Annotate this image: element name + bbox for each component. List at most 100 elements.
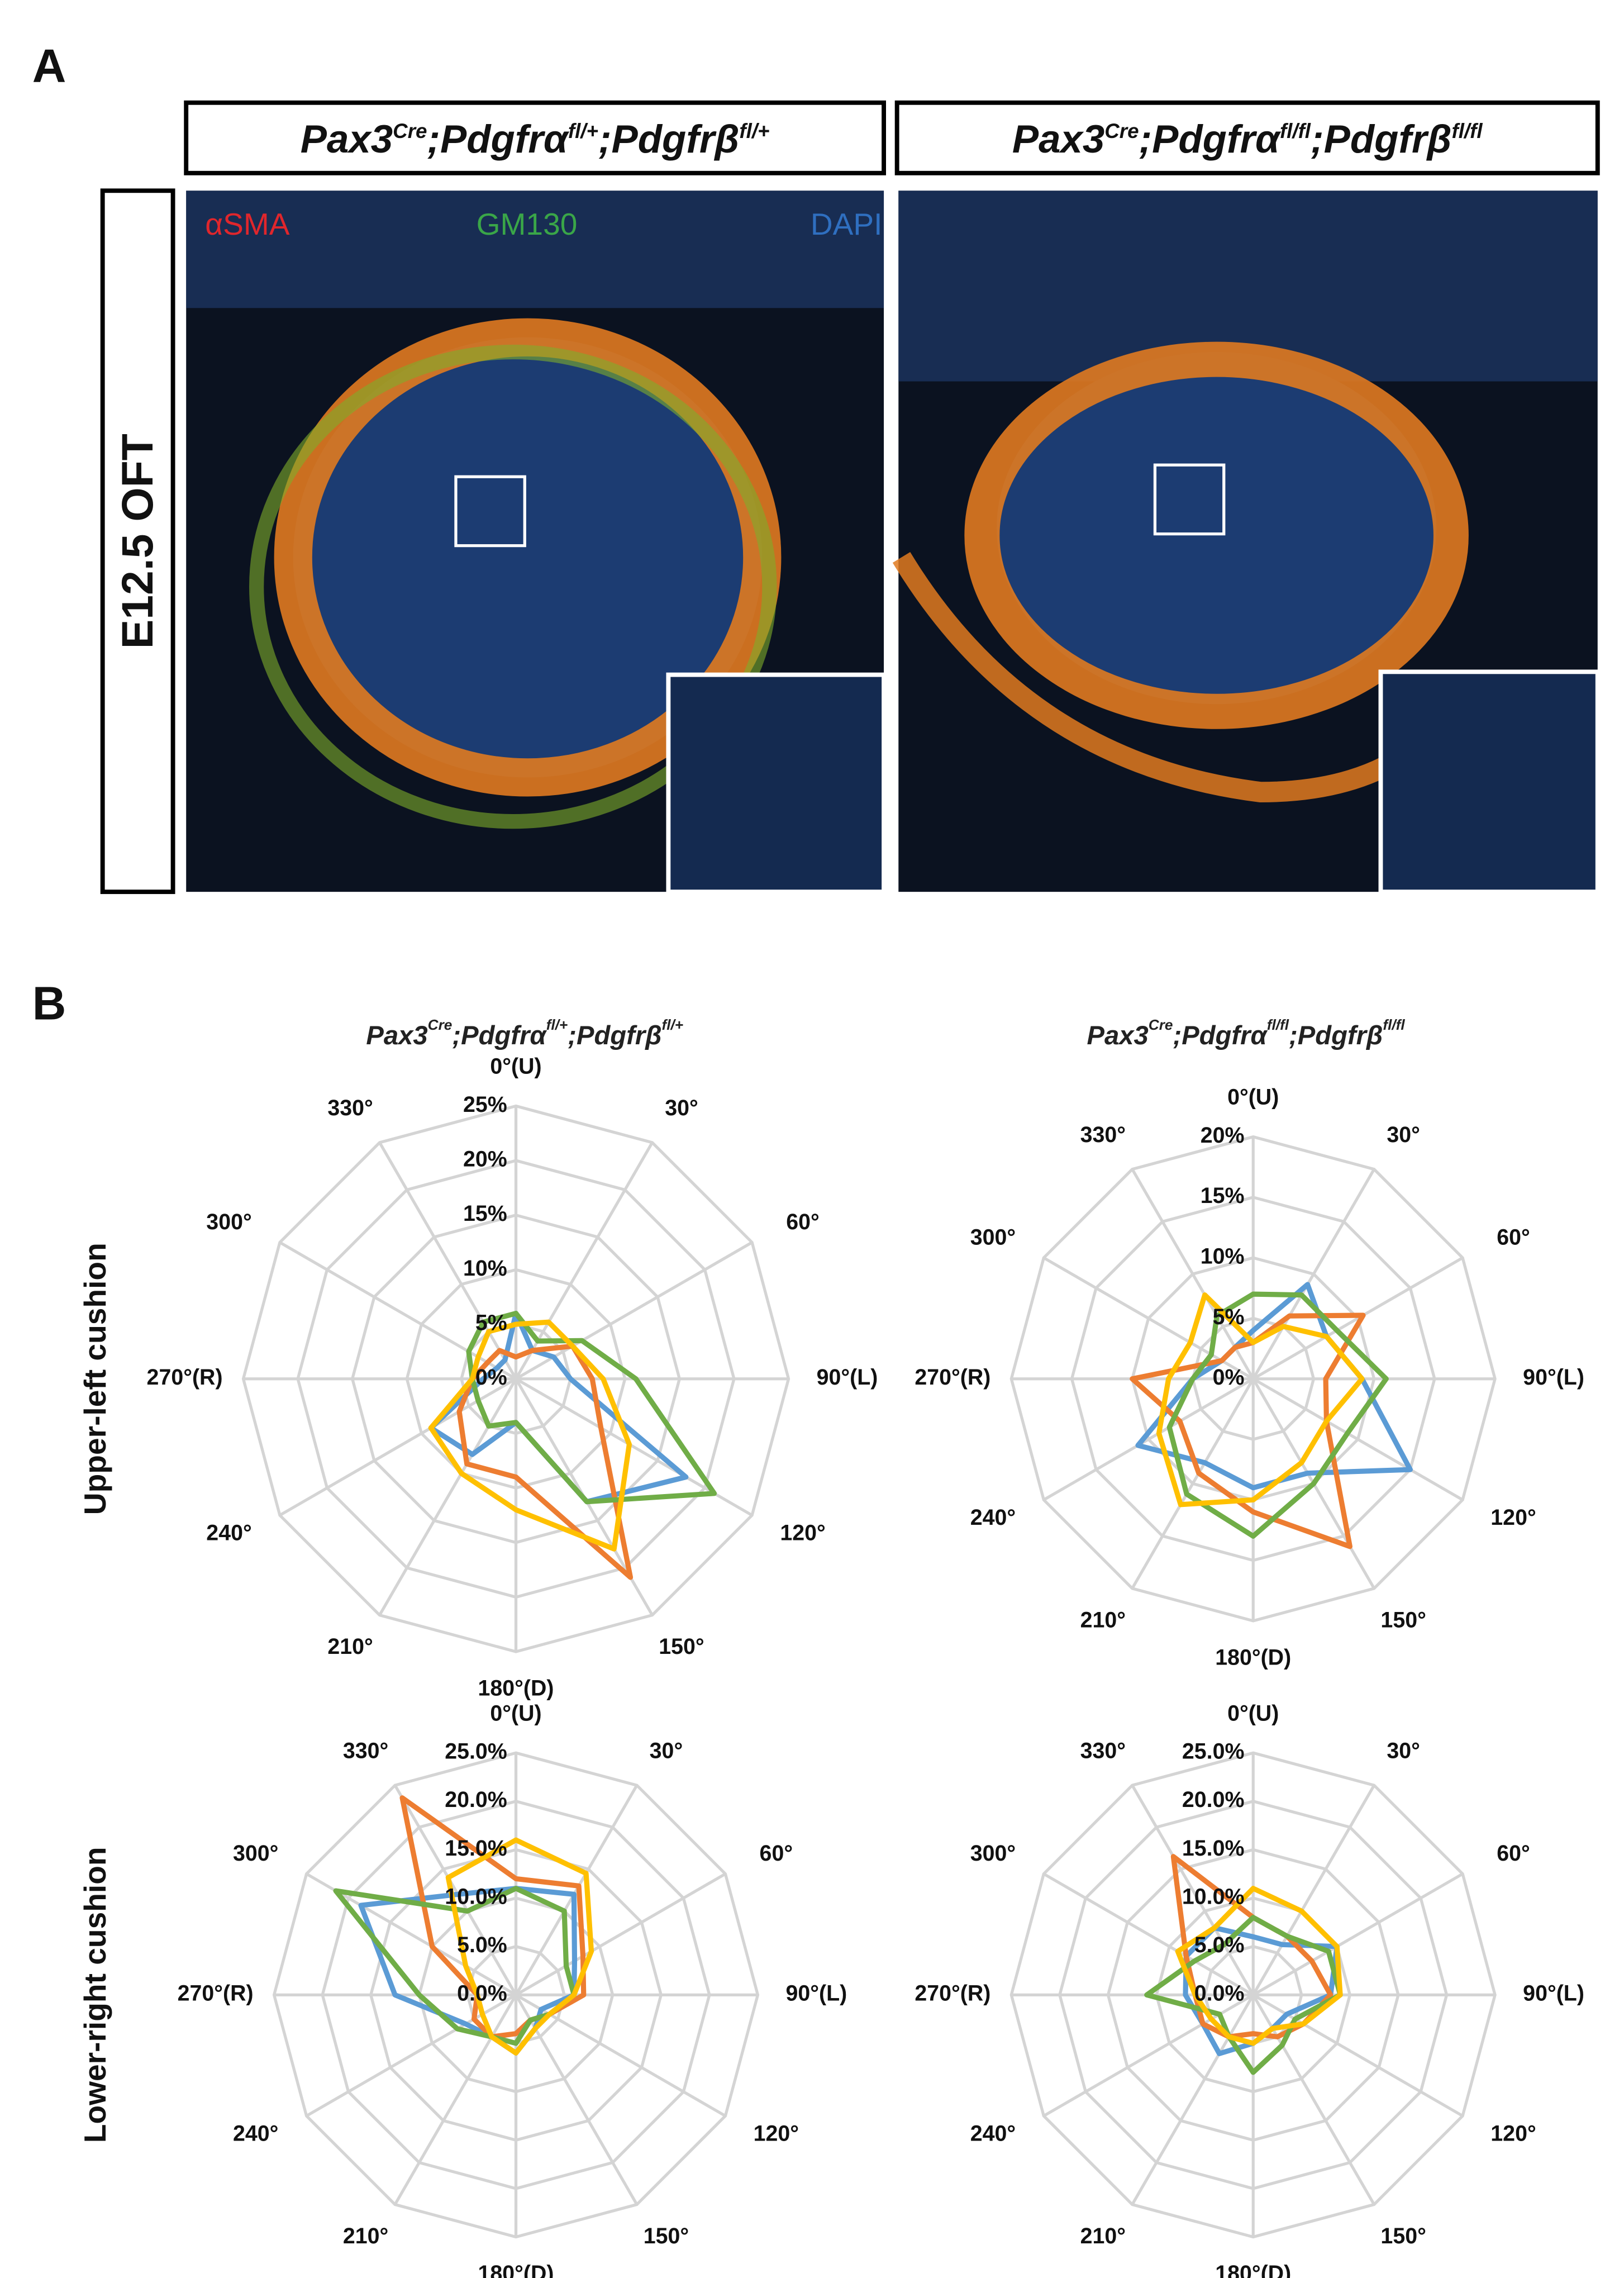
tick-label: 10.0%	[445, 1884, 507, 1909]
spoke	[1252, 1872, 1464, 1996]
micrograph	[186, 191, 886, 895]
category-label: 270°(R)	[915, 1981, 990, 2006]
text-part: ;Pdgfrβ	[568, 1021, 661, 1050]
grid-ring	[1058, 1800, 1449, 2190]
tick-label: 5.0%	[457, 1933, 507, 1957]
superscript: fl/fl	[1280, 120, 1311, 142]
superscript: fl/fl	[1383, 1016, 1405, 1033]
text-part: Pax3	[1087, 1021, 1149, 1050]
grid-ring	[1070, 1196, 1436, 1562]
category-label: 60°	[786, 1210, 820, 1234]
category-label: 0°(U)	[490, 1054, 541, 1079]
category-label: 90°(L)	[785, 1981, 847, 2006]
category-label: 150°	[1380, 2224, 1426, 2248]
tick-label: 20.0%	[1182, 1787, 1245, 1812]
tick-label: 15%	[1201, 1183, 1245, 1208]
spoke	[378, 1378, 517, 1616]
micrograph	[892, 191, 1600, 895]
category-label: 60°	[1497, 1841, 1530, 1866]
category-label: 90°(L)	[817, 1365, 878, 1390]
tick-label: 0%	[1213, 1365, 1245, 1390]
superscript: Cre	[1149, 1016, 1173, 1033]
radar-chart: 0°(U) 30° 60° 90°(L) 120° 150° 180°(D) 210° 240°…	[915, 1085, 1584, 1670]
text-part: Pax3	[301, 117, 393, 161]
category-label: 330°	[327, 1096, 373, 1120]
series-line	[445, 1837, 594, 2056]
tick-label: 10%	[1201, 1244, 1245, 1269]
category-label: 210°	[1080, 2224, 1126, 2248]
tick-label: 20.0%	[445, 1787, 507, 1812]
text-part: ;Pdgfrβ	[1311, 117, 1451, 161]
category-label: 270°(R)	[178, 1981, 254, 2006]
spoke	[515, 1784, 639, 1996]
series-line	[333, 1886, 577, 2046]
text-part: ;Pdgfrα	[452, 1021, 547, 1050]
superscript: Cre	[428, 1016, 453, 1033]
category-label: 240°	[206, 1520, 251, 1545]
tick-label: 20%	[463, 1147, 507, 1171]
grid-ring	[351, 1214, 682, 1544]
category-label: 330°	[343, 1738, 388, 1763]
spoke	[378, 1142, 517, 1380]
text-part: ;Pdgfrβ	[1289, 1021, 1383, 1050]
tick-label: 10.0%	[1182, 1884, 1245, 1909]
tick-label: 25.0%	[445, 1739, 507, 1764]
stain-label: GM130	[477, 207, 578, 241]
tick-label: 0%	[475, 1365, 507, 1390]
tick-label: 25.0%	[1182, 1739, 1245, 1764]
tick-label: 5%	[475, 1310, 507, 1335]
panel-label: B	[32, 977, 66, 1030]
stain-label: αSMA	[205, 207, 289, 241]
category-label: 60°	[1497, 1225, 1530, 1249]
tick-label: 5.0%	[1194, 1933, 1245, 1957]
superscript: fl/+	[546, 1016, 568, 1033]
grid-ring	[1106, 1848, 1400, 2142]
category-label: 210°	[327, 1634, 373, 1659]
spoke	[515, 1872, 726, 1996]
category-label: 180°(D)	[478, 2261, 554, 2278]
panel-label: A	[32, 40, 66, 92]
radar-chart: 0°(U) 30° 60° 90°(L) 120° 150° 180°(D) 210° 240°…	[915, 1701, 1584, 2278]
grid-ring	[241, 1104, 790, 1653]
column-header: Pax3Cre;Pdgfrαfl/fl;Pdgfrβfl/fl	[1087, 1016, 1406, 1050]
grid-ring	[272, 1751, 760, 2239]
category-label: 270°(R)	[915, 1365, 990, 1390]
spoke	[393, 1784, 517, 1996]
tick-label: 25%	[463, 1092, 507, 1117]
category-label: 180°(D)	[1215, 1646, 1291, 1670]
category-label: 150°	[644, 2224, 689, 2248]
spoke	[1131, 1994, 1255, 2205]
category-label: 180°(D)	[478, 1676, 554, 1701]
category-label: 120°	[780, 1520, 825, 1545]
spoke	[1043, 1872, 1254, 1996]
series-line	[1144, 1915, 1343, 2075]
column-header: Pax3Cre;Pdgfrαfl/+;Pdgfrβfl/+	[301, 117, 770, 161]
category-label: 210°	[343, 2224, 388, 2248]
row-box	[100, 188, 175, 895]
category-label: 60°	[760, 1841, 793, 1866]
category-label: 120°	[1490, 2121, 1536, 2146]
text-part: ;Pdgfrα	[1173, 1021, 1268, 1050]
category-label: 30°	[665, 1096, 698, 1120]
row-header: E12.5 OFT	[113, 434, 162, 649]
category-label: 240°	[233, 2121, 278, 2146]
tick-label: 20%	[1201, 1123, 1245, 1148]
superscript: Cre	[393, 120, 427, 142]
category-label: 330°	[1080, 1123, 1126, 1147]
category-label: 240°	[970, 2121, 1016, 2146]
grid-ring	[1191, 1316, 1316, 1441]
category-label: 120°	[1490, 1505, 1536, 1530]
text-part: Pax3	[1012, 117, 1104, 161]
tick-label: 15.0%	[1182, 1836, 1245, 1861]
category-label: 240°	[970, 1505, 1016, 1530]
column-header: Pax3Cre;Pdgfrαfl/+;Pdgfrβfl/+	[366, 1016, 683, 1050]
series-line	[1130, 1312, 1366, 1549]
category-label: 90°(L)	[1523, 1981, 1584, 2006]
superscript: fl/+	[739, 120, 769, 142]
column-header: Pax3Cre;Pdgfrαfl/fl;Pdgfrβfl/fl	[1012, 117, 1483, 161]
tick-label: 15%	[463, 1201, 507, 1226]
category-label: 300°	[970, 1225, 1016, 1249]
category-label: 30°	[650, 1738, 683, 1763]
spoke	[1251, 1784, 1375, 1996]
